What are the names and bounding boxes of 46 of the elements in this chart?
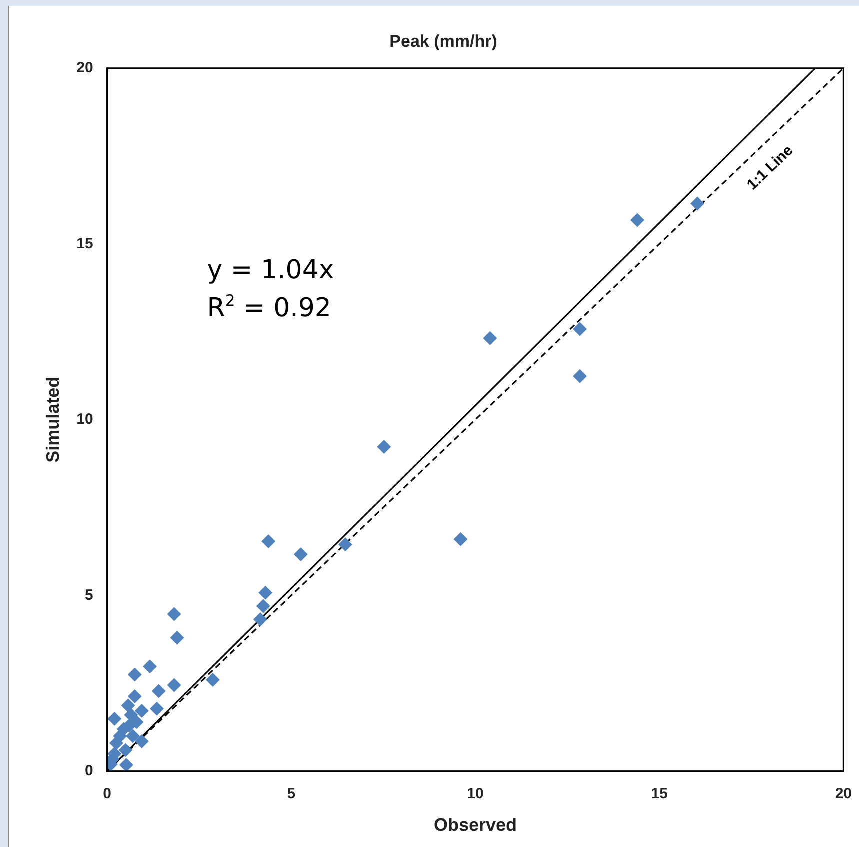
point [150, 702, 164, 716]
point [206, 673, 220, 688]
x-tick-label: 0 [103, 786, 112, 803]
point [454, 532, 468, 546]
point [119, 758, 134, 772]
point [170, 630, 184, 645]
x-tick-label: 10 [467, 786, 484, 803]
point [128, 690, 142, 704]
point [109, 736, 124, 750]
y-tick-label: 15 [76, 235, 94, 252]
point [294, 548, 308, 562]
point [108, 712, 122, 726]
x-tick-label: 5 [287, 786, 296, 803]
x-tick-label: 20 [835, 786, 852, 803]
point [573, 322, 588, 336]
chart-title: Peak (mm/hr) [390, 32, 498, 51]
point [338, 538, 352, 552]
x-axis-title: Observed [434, 815, 517, 836]
x-tick-label: 15 [651, 786, 668, 803]
point [258, 586, 273, 600]
point [630, 213, 644, 228]
point [134, 704, 149, 718]
point [142, 660, 157, 674]
point [256, 599, 270, 614]
point [167, 607, 182, 622]
point [121, 698, 136, 713]
annotation: y = 1.04x [207, 255, 334, 286]
y-tick-label: 5 [84, 586, 94, 604]
y-tick-label: 20 [76, 60, 94, 77]
point [126, 729, 140, 744]
point [118, 743, 133, 758]
y-tick-label: 0 [84, 762, 94, 780]
point [377, 440, 392, 454]
point [134, 734, 149, 749]
y-tick-label: 10 [76, 411, 94, 428]
point [128, 668, 142, 682]
point [690, 196, 704, 211]
point [152, 684, 166, 698]
point [573, 369, 588, 384]
point [483, 331, 498, 346]
y-axis-title: Simulated [42, 376, 63, 463]
point [262, 534, 276, 549]
point [124, 708, 138, 722]
point [167, 678, 182, 692]
text: 1:1 Line [744, 142, 797, 194]
point [253, 612, 268, 627]
